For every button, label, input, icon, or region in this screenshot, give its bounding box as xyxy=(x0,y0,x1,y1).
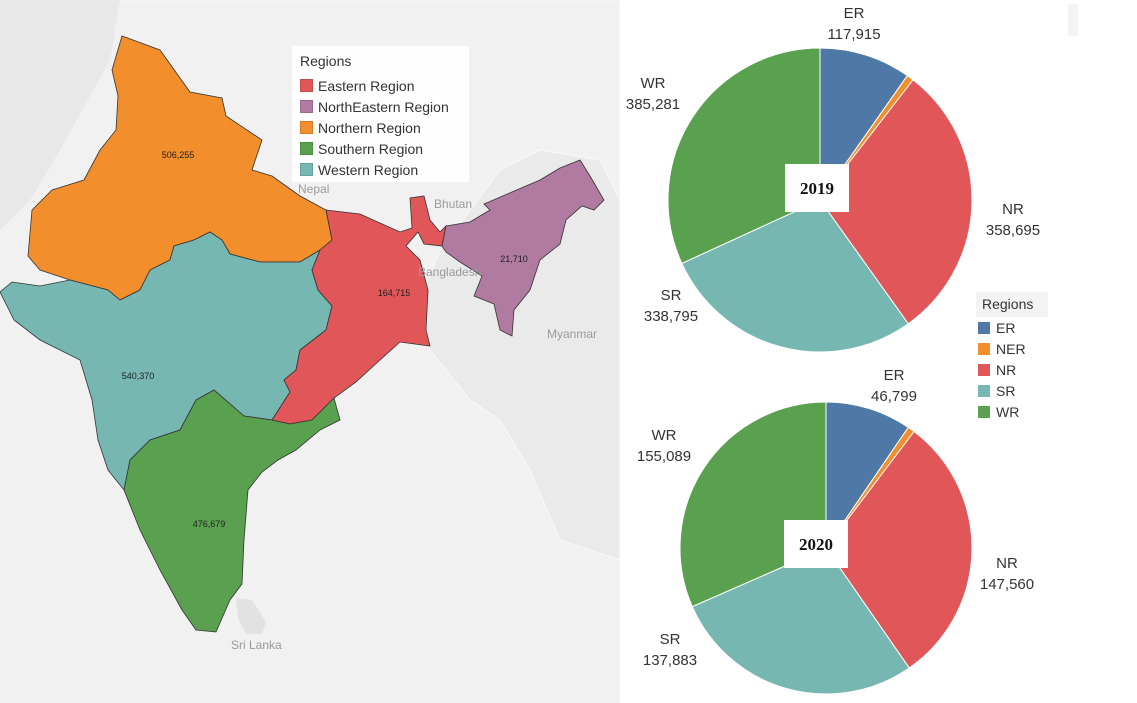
place-label-bangladesh: Bangladesh xyxy=(418,265,481,279)
pie-label-value: 147,560 xyxy=(980,576,1034,593)
neighbour-land-west xyxy=(0,0,120,230)
pie-slice-nr xyxy=(819,79,973,325)
india-region-map: 506,255 540,370 164,715 21,710 476,679 N… xyxy=(0,0,620,703)
pie-legend-item: WR xyxy=(976,401,1048,422)
legend-swatch xyxy=(978,384,990,397)
pie-label-category: SR xyxy=(661,287,682,304)
pie-slice-er xyxy=(825,401,909,550)
pie-label-value: 46,799 xyxy=(871,388,917,405)
legend-swatch xyxy=(978,363,990,376)
legend-swatch xyxy=(300,142,313,155)
pie-slice-er xyxy=(819,47,909,202)
map-legend-title: Regions xyxy=(300,53,352,69)
pie-legend-title: Regions xyxy=(976,292,1048,317)
map-legend-label: Southern Region xyxy=(318,140,424,157)
pie-legend-item: SR xyxy=(976,380,1048,401)
map-value-northeastern: 21,710 xyxy=(500,254,528,264)
pie-slice-nr xyxy=(825,430,973,669)
map-legend-item: Western Region xyxy=(292,159,469,180)
pie-label-category: NR xyxy=(1002,201,1024,218)
map-value-southern: 476,679 xyxy=(193,519,226,529)
legend-swatch xyxy=(978,405,990,418)
pie-label-value: 338,795 xyxy=(644,308,698,325)
pie-legend-label: NR xyxy=(996,361,1017,378)
pie-label-category: NR xyxy=(996,555,1018,572)
pie-slice-sr xyxy=(691,547,910,695)
pie-legend-label: NER xyxy=(996,340,1026,357)
legend-swatch xyxy=(978,342,990,355)
pie-title: 2019 xyxy=(800,179,834,198)
pie-legend-item: NR xyxy=(976,359,1048,380)
map-legend-label: Eastern Region xyxy=(318,77,415,94)
pie-title: 2020 xyxy=(799,535,833,554)
srilanka-shape xyxy=(236,598,266,634)
map-legend-label: Northern Region xyxy=(318,119,421,136)
map-legend-item: Northern Region xyxy=(292,117,469,138)
map-region-eastern xyxy=(271,195,447,425)
pie-label-category: ER xyxy=(884,367,905,384)
legend-swatch xyxy=(300,100,313,113)
pie-label-value: 358,695 xyxy=(986,222,1040,239)
legend-swatch xyxy=(300,121,313,134)
pie-label-value: 155,089 xyxy=(637,448,691,465)
place-label-srilanka: Sri Lanka xyxy=(231,638,282,652)
place-label-nepal: Nepal xyxy=(298,182,329,196)
pie-label-category: ER xyxy=(844,5,865,22)
legend-swatch xyxy=(978,321,990,334)
place-label-myanmar: Myanmar xyxy=(547,327,597,341)
map-legend-label: Western Region xyxy=(318,161,419,178)
pie-legend-label: SR xyxy=(996,382,1016,399)
place-label-bhutan: Bhutan xyxy=(434,197,472,211)
pie-legend-label: ER xyxy=(996,319,1016,336)
pie-label-value: 385,281 xyxy=(626,96,680,113)
pie-label-value: 117,915 xyxy=(827,26,880,43)
map-canvas: 506,255 540,370 164,715 21,710 476,679 N… xyxy=(0,0,605,652)
map-legend-label: NorthEastern Region xyxy=(318,98,449,115)
pie-title-box xyxy=(784,520,848,568)
pie-label-category: SR xyxy=(660,631,681,648)
pie-slice-wr xyxy=(667,47,821,265)
map-value-northern: 506,255 xyxy=(162,150,195,160)
pie-legend-item: NER xyxy=(976,338,1048,359)
map-legend: Regions Eastern Region NorthEastern Regi… xyxy=(292,46,469,182)
pie-legend: Regions ER NER NR SR WR xyxy=(976,292,1048,422)
map-region-northeastern xyxy=(441,159,605,337)
map-legend-item: Southern Region xyxy=(292,138,469,159)
map-legend-item: NorthEastern Region xyxy=(292,96,469,117)
pie-label-category: WR xyxy=(641,75,666,92)
pie-title-box xyxy=(785,164,849,212)
pie-legend-item: ER xyxy=(976,317,1048,338)
map-value-western: 540,370 xyxy=(122,371,155,381)
pie-legend-label: WR xyxy=(996,403,1020,420)
pie-label-category: WR xyxy=(652,427,677,444)
legend-swatch xyxy=(300,79,313,92)
map-value-eastern: 164,715 xyxy=(378,288,411,298)
scrollbar-stub xyxy=(1068,4,1078,36)
map-region-southern xyxy=(123,389,341,633)
pie-charts: ER 117,915 NR 358,695 SR 338,795 WR 385,281 2019… xyxy=(626,5,1040,695)
map-legend-item: Eastern Region xyxy=(292,75,469,96)
pie-label-value: 137,883 xyxy=(643,652,697,669)
legend-swatch xyxy=(300,163,313,176)
